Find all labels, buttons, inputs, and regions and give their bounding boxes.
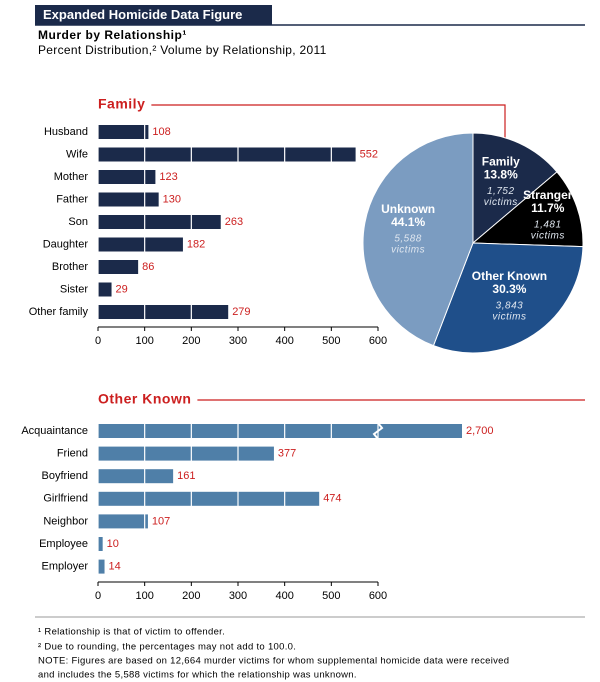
value-label: 2,700 [466, 425, 494, 437]
category-label: Son [68, 216, 88, 228]
category-label: Brother [52, 261, 88, 273]
footnote: ² Due to rounding, the percentages may n… [38, 642, 296, 653]
bar [98, 559, 105, 574]
x-tick-label: 600 [369, 335, 387, 347]
value-label: 107 [152, 515, 170, 527]
bar [98, 424, 462, 438]
slice-name: Other Known [472, 269, 547, 283]
value-label: 29 [116, 283, 128, 295]
bar [98, 446, 274, 461]
value-label: 377 [278, 448, 296, 460]
x-tick-label: 500 [322, 335, 340, 347]
slice-name: Unknown [381, 202, 435, 216]
footnote: and includes the 5,588 victims for which… [38, 670, 357, 681]
category-label: Father [56, 193, 88, 205]
x-tick-label: 200 [182, 335, 200, 347]
category-label: Other family [29, 306, 89, 318]
header-title: Expanded Homicide Data Figure [43, 7, 242, 22]
value-label: 10 [107, 538, 119, 550]
pie-slice [472, 132, 558, 245]
value-label: 14 [109, 561, 121, 573]
value-label: 130 [163, 193, 181, 205]
x-tick-label: 300 [229, 590, 247, 602]
slice-percent: 30.3% [492, 282, 526, 296]
category-label: Friend [57, 448, 88, 460]
bar [98, 192, 159, 207]
x-tick-label: 300 [229, 335, 247, 347]
footnote: ¹ Relationship is that of victim to offe… [38, 627, 225, 638]
slice-name: Family [482, 154, 520, 168]
bar [98, 305, 229, 319]
slice-percent: 11.7% [531, 201, 565, 215]
value-label: 263 [225, 216, 243, 228]
category-label: Mother [54, 171, 89, 183]
category-label: Boyfriend [42, 470, 88, 482]
header-band [35, 5, 272, 25]
bar [98, 469, 174, 484]
x-tick-label: 400 [275, 590, 293, 602]
bar [98, 260, 139, 274]
section-title: Family [98, 96, 145, 112]
x-tick-label: 0 [95, 335, 101, 347]
value-label: 123 [159, 171, 177, 183]
bar [98, 514, 148, 529]
value-label: 161 [177, 470, 195, 482]
bar [98, 537, 103, 551]
slice-count: 5,588 [394, 234, 422, 245]
category-label: Daughter [43, 238, 89, 250]
category-label: Employer [42, 561, 89, 573]
category-label: Wife [66, 148, 88, 160]
pie-slice [432, 242, 584, 354]
slice-count: 1,481 [534, 220, 562, 231]
x-tick-label: 400 [275, 335, 293, 347]
category-label: Acquaintance [21, 425, 88, 437]
category-label: Girlfriend [43, 493, 88, 505]
slice-unit: victims [492, 312, 526, 323]
x-tick-label: 600 [369, 590, 387, 602]
slice-unit: victims [391, 245, 425, 256]
slice-name: Stranger [523, 188, 573, 202]
bar [98, 282, 112, 297]
x-tick-label: 0 [95, 590, 101, 602]
category-label: Husband [44, 126, 88, 138]
bar [98, 170, 156, 184]
slice-unit: victims [531, 231, 565, 242]
value-label: 108 [152, 126, 170, 138]
slice-count: 3,843 [496, 301, 524, 312]
bar [98, 215, 221, 229]
bar [98, 125, 149, 139]
category-label: Sister [60, 283, 88, 295]
footnote: NOTE: Figures are based on 12,664 murder… [38, 656, 509, 667]
slice-percent: 13.8% [484, 167, 518, 181]
x-tick-label: 500 [322, 590, 340, 602]
pie-slice [362, 132, 474, 347]
section-rule [151, 104, 506, 140]
bar [98, 491, 320, 506]
pie-slice [471, 171, 584, 248]
subtitle: Murder by Relationship¹ [38, 28, 187, 42]
section-title: Other Known [98, 391, 191, 407]
value-label: 86 [142, 261, 154, 273]
slice-count: 1,752 [487, 186, 515, 197]
x-tick-label: 100 [135, 590, 153, 602]
value-label: 279 [232, 306, 250, 318]
value-label: 182 [187, 238, 205, 250]
bar [98, 147, 356, 162]
slice-percent: 44.1% [391, 215, 425, 229]
category-label: Neighbor [43, 515, 88, 527]
bar [98, 237, 183, 252]
x-tick-label: 100 [135, 335, 153, 347]
slice-unit: victims [484, 197, 518, 208]
description: Percent Distribution,² Volume by Relatio… [38, 43, 327, 57]
value-label: 552 [360, 148, 378, 160]
value-label: 474 [323, 493, 341, 505]
category-label: Employee [39, 538, 88, 550]
x-tick-label: 200 [182, 590, 200, 602]
